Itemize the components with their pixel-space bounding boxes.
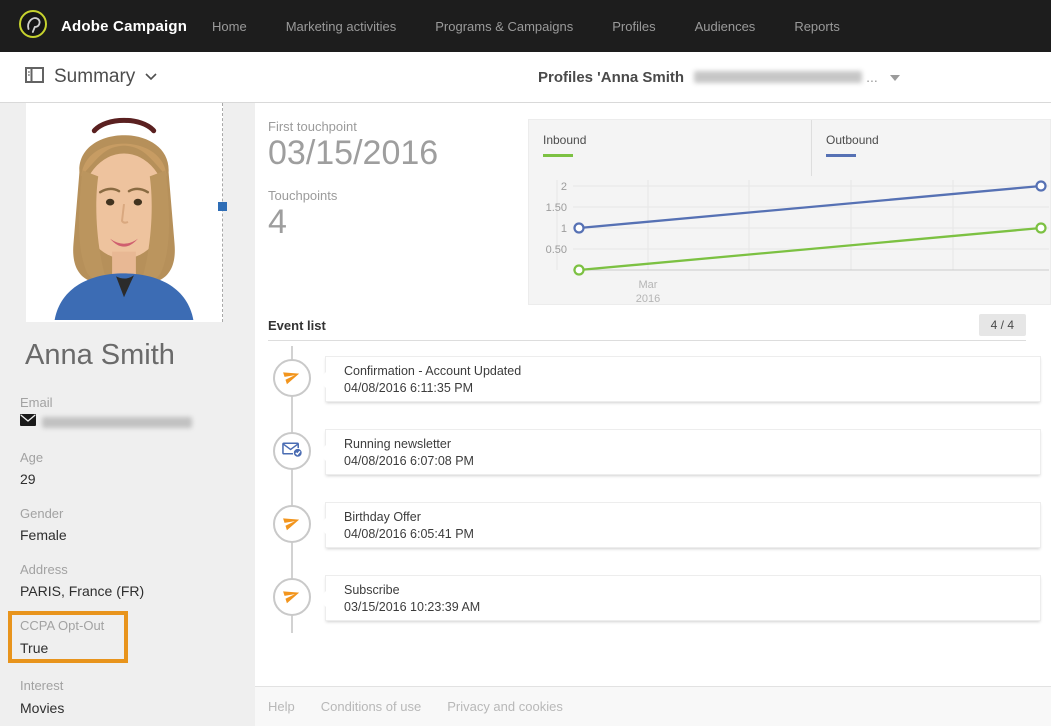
interest-value: Movies	[20, 700, 65, 716]
legend-outbound-label: Outbound	[826, 133, 879, 147]
selection-handle[interactable]	[218, 202, 227, 211]
redacted-email-value	[42, 416, 192, 428]
ccpa-opt-out-value: True	[20, 640, 49, 656]
send-icon	[283, 367, 301, 390]
brand[interactable]: Adobe Campaign	[18, 9, 187, 44]
event-card[interactable]: Subscribe 03/15/2016 10:23:39 AM	[318, 575, 1041, 621]
touchpoints-value: 4	[268, 203, 287, 242]
footer: Help Conditions of use Privacy and cooki…	[255, 686, 1051, 726]
event-count-badge: 4 / 4	[978, 314, 1026, 336]
address-value: PARIS, France (FR)	[20, 583, 145, 599]
main-content: First touchpoint 03/15/2016 Touchpoints …	[255, 103, 1051, 726]
event-title: Confirmation - Account Updated	[344, 364, 522, 378]
envelope-icon	[20, 413, 36, 431]
event-node	[273, 432, 311, 470]
touchpoints-label: Touchpoints	[268, 188, 338, 204]
footer-link-privacy[interactable]: Privacy and cookies	[447, 699, 563, 714]
touchpoint-stats: First touchpoint 03/15/2016 Touchpoints …	[268, 119, 438, 242]
svg-text:2016: 2016	[636, 293, 660, 305]
event-title: Subscribe	[344, 583, 400, 597]
nav-menu: Home Marketing activities Programs & Cam…	[212, 19, 840, 34]
svg-text:1.50: 1.50	[546, 202, 567, 214]
event-list-header: Event list 4 / 4	[268, 314, 1026, 336]
legend-inbound-label: Inbound	[543, 133, 587, 147]
outbound-swatch	[826, 154, 856, 157]
age-value: 29	[20, 471, 36, 487]
newsletter-delivered-icon	[281, 440, 303, 463]
event-list-title: Event list	[268, 317, 326, 333]
age-label: Age	[20, 450, 44, 465]
event-card[interactable]: Birthday Offer 04/08/2016 6:05:41 PM	[318, 502, 1041, 548]
gender-value: Female	[20, 527, 67, 543]
nav-item-programs-campaigns[interactable]: Programs & Campaigns	[435, 18, 574, 34]
nav-item-profiles[interactable]: Profiles	[612, 18, 656, 34]
top-nav: Adobe Campaign Home Marketing activities…	[0, 0, 1051, 52]
event-timestamp: 04/08/2016 6:05:41 PM	[344, 527, 474, 541]
nav-item-marketing-activities[interactable]: Marketing activities	[285, 18, 397, 34]
event-card[interactable]: Running newsletter 04/08/2016 6:07:08 PM	[318, 429, 1041, 475]
event-list-divider	[268, 340, 1026, 341]
event-title: Birthday Offer	[344, 510, 421, 524]
footer-link-help[interactable]: Help	[268, 699, 295, 714]
sub-header: Summary Profiles 'Anna Smith ...	[0, 52, 1051, 103]
ccpa-opt-out-label: CCPA Opt-Out	[20, 618, 105, 633]
title-ellipsis: ...	[866, 69, 878, 85]
interest-label: Interest	[20, 678, 64, 693]
layout-grid-icon	[25, 66, 44, 88]
address-label: Address	[20, 562, 68, 577]
svg-text:0.50: 0.50	[546, 244, 567, 256]
nav-item-audiences[interactable]: Audiences	[694, 18, 756, 34]
touchpoints-chart-card: Inbound Outbound 2 1.50 1 0.50 Mar 2016	[528, 119, 1051, 305]
email-value-row	[20, 413, 192, 431]
event-timestamp: 04/08/2016 6:11:35 PM	[344, 381, 474, 395]
timeline-line	[291, 346, 293, 633]
profile-name: Anna Smith	[25, 339, 175, 371]
breadcrumb-title: Profiles 'Anna Smith ...	[538, 52, 900, 102]
event-title: Running newsletter	[344, 437, 452, 451]
title-caret-down-icon[interactable]	[889, 68, 900, 86]
nav-item-home[interactable]: Home	[212, 18, 247, 34]
profile-sidebar: Anna Smith Email Age 29 Gender Female Ad…	[0, 103, 255, 726]
view-selector-label: Summary	[54, 66, 136, 87]
event-node	[273, 505, 311, 543]
svg-text:Mar: Mar	[639, 279, 658, 291]
send-icon	[283, 513, 301, 536]
event-timestamp: 04/08/2016 6:07:08 PM	[344, 454, 474, 468]
timeline-chart-plot: 2 1.50 1 0.50 Mar 2016	[546, 180, 1049, 305]
inbound-swatch	[543, 154, 573, 157]
email-label: Email	[20, 395, 53, 410]
brand-name: Adobe Campaign	[61, 17, 188, 35]
event-card[interactable]: Confirmation - Account Updated 04/08/201…	[318, 356, 1041, 402]
chevron-down-icon	[145, 68, 157, 86]
svg-text:1: 1	[561, 223, 567, 235]
portrait-illustration	[26, 103, 222, 320]
profile-photo[interactable]	[26, 103, 227, 322]
legend-inbound-tab[interactable]: Inbound	[529, 120, 812, 176]
adobe-campaign-logo-icon	[18, 9, 48, 44]
first-touchpoint-value: 03/15/2016	[268, 134, 439, 172]
event-timestamp: 03/15/2016 10:23:39 AM	[344, 600, 481, 614]
view-selector-dropdown[interactable]: Summary	[25, 52, 157, 102]
page-title-text: Profiles 'Anna Smith	[538, 68, 685, 86]
gender-label: Gender	[20, 506, 64, 521]
first-touchpoint-label: First touchpoint	[268, 119, 357, 134]
svg-text:2: 2	[561, 181, 567, 193]
nav-item-reports[interactable]: Reports	[794, 18, 840, 34]
event-node	[273, 359, 311, 397]
legend-outbound-tab[interactable]: Outbound	[812, 120, 1050, 176]
event-node	[273, 578, 311, 616]
footer-link-conditions[interactable]: Conditions of use	[320, 699, 422, 714]
send-icon	[283, 586, 301, 609]
redacted-profile-identifier	[694, 71, 863, 83]
